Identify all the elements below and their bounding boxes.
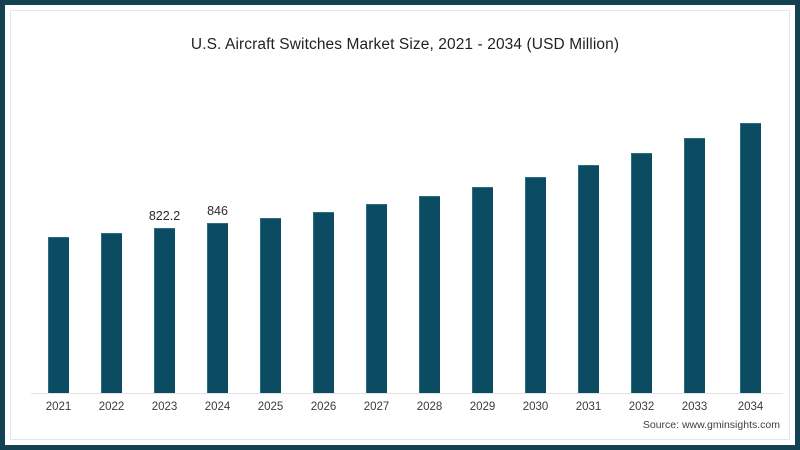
bar-rect-2032: [631, 153, 652, 393]
x-tick-2026: 2026: [310, 401, 337, 413]
x-tick-2034: 2034: [737, 401, 764, 413]
bar-2030[interactable]: [525, 177, 546, 393]
x-tick-2031: 2031: [575, 401, 602, 413]
bar-2024[interactable]: [207, 223, 228, 393]
bar-rect-2026: [313, 212, 334, 393]
x-tick-2029: 2029: [469, 401, 496, 413]
bar-rect-2025: [260, 218, 281, 393]
x-tick-2023: 2023: [151, 401, 178, 413]
bar-2028[interactable]: [419, 196, 440, 393]
x-tick-2027: 2027: [363, 401, 390, 413]
bar-rect-2021: [48, 237, 69, 393]
bar-rect-2024: [207, 223, 228, 393]
bar-2025[interactable]: [260, 218, 281, 393]
bar-value-label-2024: 846: [207, 204, 228, 218]
bar-2021[interactable]: [48, 237, 69, 393]
bar-rect-2030: [525, 177, 546, 393]
bar-rect-2033: [684, 138, 705, 393]
x-tick-2022: 2022: [98, 401, 125, 413]
x-tick-2030: 2030: [522, 401, 549, 413]
bar-rect-2022: [101, 233, 122, 393]
bar-2033[interactable]: [684, 138, 705, 393]
x-tick-2024: 2024: [204, 401, 231, 413]
source-caption: Source: www.gminsights.com: [642, 419, 780, 431]
bar-rect-2028: [419, 196, 440, 393]
bar-rect-2034: [740, 123, 761, 393]
x-axis-baseline: [31, 393, 783, 394]
bar-2034[interactable]: [740, 123, 761, 393]
bar-2027[interactable]: [366, 204, 387, 393]
x-tick-2033: 2033: [681, 401, 708, 413]
plot-area: [31, 75, 779, 393]
bar-2023[interactable]: [154, 228, 175, 393]
bar-2022[interactable]: [101, 233, 122, 393]
bar-rect-2023: [154, 228, 175, 393]
x-tick-2028: 2028: [416, 401, 443, 413]
x-tick-2021: 2021: [45, 401, 72, 413]
bar-2029[interactable]: [472, 187, 493, 393]
x-tick-2025: 2025: [257, 401, 284, 413]
bar-2032[interactable]: [631, 153, 652, 393]
bar-rect-2029: [472, 187, 493, 393]
x-tick-2032: 2032: [628, 401, 655, 413]
bar-2031[interactable]: [578, 165, 599, 393]
bar-value-label-2023: 822.2: [148, 209, 181, 223]
chart-title: U.S. Aircraft Switches Market Size, 2021…: [190, 36, 620, 53]
bar-rect-2031: [578, 165, 599, 393]
bar-2026[interactable]: [313, 212, 334, 393]
bar-rect-2027: [366, 204, 387, 393]
